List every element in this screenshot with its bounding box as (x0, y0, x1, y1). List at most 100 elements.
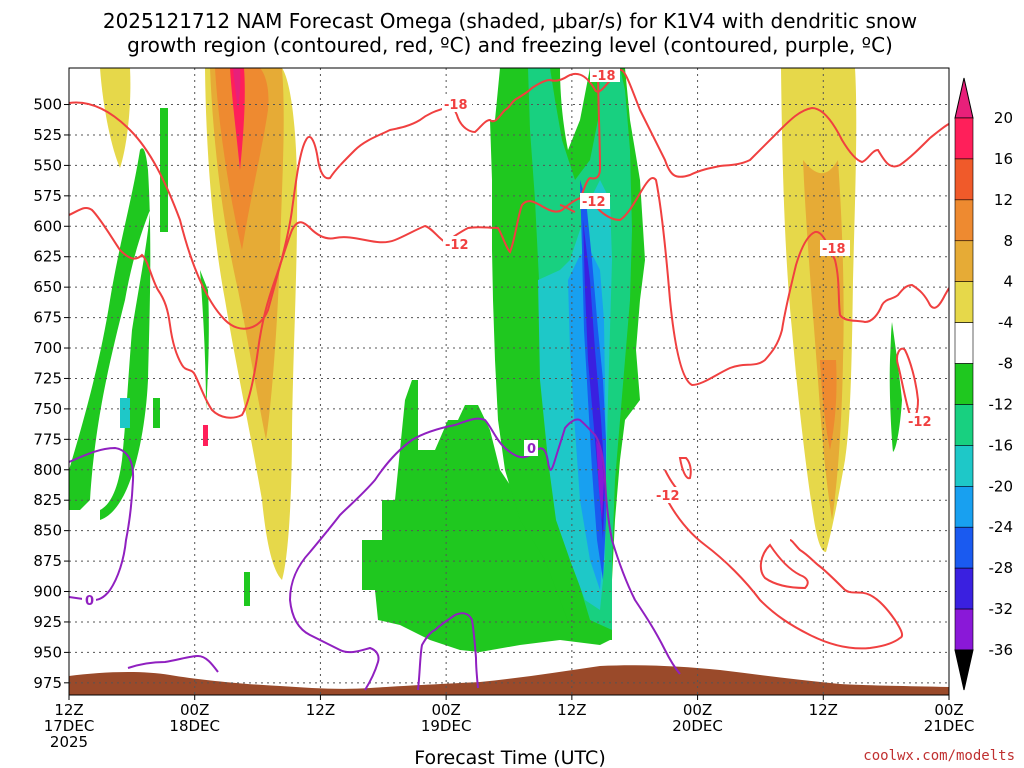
colorbar-segment (954, 199, 974, 242)
freezing-contour-label: 0 (527, 442, 536, 457)
label-bg (580, 193, 610, 209)
omega-fill (160, 108, 168, 232)
plot-area: -18 -12 -18 -12 -18 -12 -12 0 0 (69, 68, 949, 695)
freezing-contour-label: 0 (85, 594, 94, 609)
y-tick-label: 600 (33, 217, 62, 235)
x-axis-title: Forecast Time (UTC) (414, 747, 605, 768)
y-tick-label: 750 (33, 400, 62, 418)
omega-fill (230, 68, 245, 170)
colorbar-segment (954, 567, 974, 610)
y-axis: 500 525 550 575 600 625 650 675 700 725 750 775 800 8… (33, 96, 69, 692)
y-tick-label: 500 (33, 96, 62, 114)
colorbar-top-extension (954, 77, 974, 119)
y-tick-label: 550 (33, 156, 62, 174)
y-tick-label: 700 (33, 339, 62, 357)
colorbar-label: 16 (994, 150, 1013, 168)
colorbar-label: 4 (1003, 273, 1013, 291)
omega-fill (233, 68, 241, 110)
temp-contour-label: -18 (592, 69, 616, 84)
temp-contour-label: -18 (444, 98, 468, 113)
x-tick-label: 00Z (683, 701, 712, 719)
colorbar-label: -28 (989, 559, 1014, 577)
label-bg (820, 240, 850, 256)
temp-contour-line (69, 69, 949, 330)
label-bg (906, 413, 936, 429)
y-tick-label: 675 (33, 309, 62, 327)
omega-shading-descent-left (69, 108, 902, 606)
label-bg (524, 440, 538, 456)
x-tick-label: 20DEC (672, 717, 723, 735)
temp-contour-line (559, 204, 576, 213)
y-tick-label: 975 (33, 674, 62, 692)
colorbar-segment (954, 158, 974, 201)
colorbar-label: -24 (989, 518, 1014, 536)
contour-labels: -18 -12 -18 -12 -18 -12 -12 0 0 (82, 68, 936, 609)
omega-fill (362, 380, 610, 652)
colorbar-label: -36 (989, 641, 1014, 659)
freezing-contour-line (69, 446, 135, 602)
colorbar-label: 12 (994, 191, 1013, 209)
omega-fill (153, 398, 160, 428)
x-tick-label: 18DEC (169, 717, 220, 735)
label-bg (82, 592, 96, 608)
colorbar-label: -20 (989, 477, 1014, 495)
label-bg (442, 96, 472, 112)
x-tick-label: 00Z (431, 701, 460, 719)
temp-contour-label: -12 (582, 195, 606, 210)
x-tick-label: 00Z (934, 701, 963, 719)
y-tick-label: 625 (33, 248, 62, 266)
colorbar-label: -12 (989, 395, 1014, 413)
temp-contour-label: -12 (445, 238, 469, 253)
omega-fill (200, 270, 209, 410)
chart-title-line2: growth region (contoured, red, ºC) and f… (127, 33, 893, 57)
colorbar-label: -32 (989, 600, 1014, 618)
colorbar-label: 20 (994, 109, 1013, 127)
temp-contour-label: -12 (656, 489, 680, 504)
colorbar-label: 8 (1003, 232, 1013, 250)
temp-contour-line (759, 543, 809, 590)
y-tick-label: 525 (33, 126, 62, 144)
temp-contour-line (678, 457, 692, 480)
x-tick-label: 12Z (54, 701, 83, 719)
temp-contour-line (896, 347, 920, 420)
y-tick-label: 825 (33, 491, 62, 509)
y-tick-label: 775 (33, 430, 62, 448)
omega-fill (203, 425, 208, 446)
terrain-fill (69, 665, 949, 695)
colorbar-label: -16 (989, 436, 1014, 454)
omega-fill (244, 572, 250, 606)
plot-frame (68, 67, 950, 696)
omega-fill (820, 360, 837, 450)
omega-fill (889, 322, 902, 452)
label-bg (590, 68, 620, 82)
y-tick-label: 800 (33, 461, 62, 479)
x-tick-label: 12Z (306, 701, 335, 719)
colorbar-segment (954, 117, 974, 160)
temp-contour-line (662, 491, 904, 650)
y-tick-label: 575 (33, 187, 62, 205)
chart-title-line1: 2025121712 NAM Forecast Omega (shaded, μ… (103, 9, 917, 33)
temp-contour-label: -18 (822, 242, 846, 257)
omega-shading-descent-low (362, 380, 610, 652)
y-tick-label: 925 (33, 613, 62, 631)
y-tick-label: 900 (33, 583, 62, 601)
label-bg (654, 487, 684, 503)
colorbar-label: -8 (998, 355, 1013, 373)
temp-contour-line (579, 68, 602, 201)
x-tick-label: 2025 (50, 733, 88, 751)
freezing-contour-line (127, 654, 219, 673)
label-bg (443, 236, 473, 252)
freezing-contour-line (288, 417, 681, 691)
x-tick-label: 17DEC (44, 717, 95, 735)
omega-fill (120, 398, 130, 428)
y-tick-label: 950 (33, 643, 62, 661)
credit-text: coolwx.com/modelts (863, 748, 1015, 764)
y-tick-label: 650 (33, 278, 62, 296)
y-tick-label: 875 (33, 552, 62, 570)
colorbar-segment (954, 445, 974, 487)
y-tick-label: 850 (33, 522, 62, 540)
freezing-contour-line (417, 612, 479, 691)
colorbar-segment (954, 608, 974, 651)
